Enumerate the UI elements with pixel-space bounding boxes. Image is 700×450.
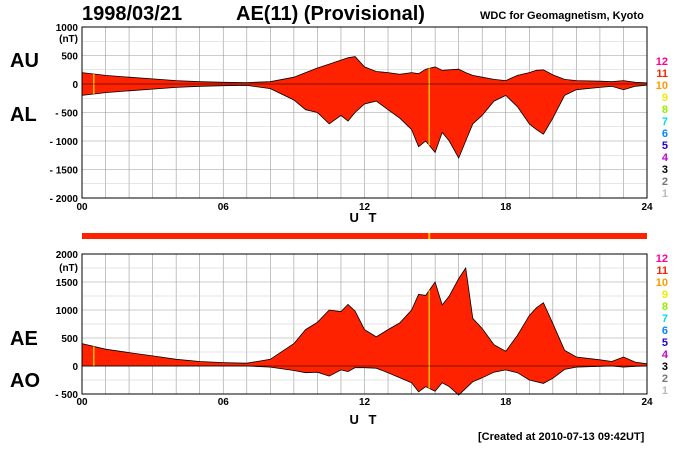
legend-entry: 7 — [662, 313, 668, 325]
legend-entry: 1 — [662, 188, 668, 200]
au-label: AU — [10, 50, 39, 72]
x-tick-label: 18 — [500, 202, 512, 213]
area-au-al — [82, 56, 647, 159]
panel-au-al: 1000 500 0 - 500 - 1000 - 1500 - 2000 (nT) 00 06 1… — [50, 23, 669, 225]
al-label: AL — [10, 104, 37, 126]
x-tick-label: 12 — [359, 397, 371, 408]
x-tick-label: 12 — [359, 202, 371, 213]
legend-entry: 3 — [662, 164, 668, 176]
legend-entry: 12 — [656, 253, 668, 265]
x-axis-label: U T — [350, 412, 380, 427]
legend-entry: 2 — [662, 176, 668, 188]
legend-entry: 5 — [662, 337, 668, 349]
x-axis-label: U T — [350, 210, 380, 225]
legend-entry: 11 — [656, 68, 668, 80]
y-tick-label: 0 — [72, 362, 78, 373]
legend-entry: 10 — [656, 277, 668, 289]
y-tick-label: 1500 — [56, 278, 79, 289]
plot-frame — [81, 26, 648, 199]
legend-entry: 1 — [662, 385, 668, 397]
y-tick-label: 2000 — [56, 250, 79, 261]
ao-label: AO — [10, 370, 40, 392]
series-line-au — [81, 56, 648, 84]
unit-label: (nT) — [59, 34, 78, 45]
y-tick-label: - 1500 — [50, 166, 79, 177]
y-tick-label: - 500 — [55, 390, 78, 401]
x-tick-label: 24 — [641, 397, 653, 408]
area-ae-ao — [82, 268, 647, 396]
legend-entry: 12 — [656, 56, 668, 68]
x-tick-label: 00 — [76, 202, 88, 213]
legend-entry: 4 — [662, 349, 669, 361]
unit-label: (nT) — [59, 263, 78, 274]
y-tick-label: 1000 — [56, 23, 79, 34]
legend-entry: 8 — [662, 104, 668, 116]
legend-entry: 2 — [662, 373, 668, 385]
status-bar — [82, 233, 647, 239]
y-tick-label: - 500 — [55, 109, 78, 120]
y-tick-label: 500 — [61, 334, 78, 345]
legend-entry: 11 — [656, 265, 668, 277]
x-tick-label: 00 — [76, 397, 88, 408]
legend-entry: 6 — [662, 325, 668, 337]
y-tick-label: 1000 — [56, 306, 79, 317]
x-tick-label: 06 — [218, 397, 230, 408]
chart-title: AE(11) (Provisional) — [236, 3, 425, 25]
created-timestamp: [Created at 2010-07-13 09:42UT] — [478, 431, 645, 443]
organization-label: WDC for Geomagnetism, Kyoto — [480, 10, 644, 22]
y-tick-label: 0 — [72, 80, 78, 91]
legend-entry: 7 — [662, 116, 668, 128]
date-label: 1998/03/21 — [82, 3, 183, 25]
x-tick-label: 24 — [641, 202, 653, 213]
x-tick-label: 06 — [218, 202, 230, 213]
ae-label: AE — [10, 328, 38, 350]
series-line-ae — [81, 266, 648, 365]
y-tick-label: 500 — [61, 52, 78, 63]
legend-entry: 6 — [662, 128, 668, 140]
legend-entry: 10 — [656, 80, 668, 92]
legend-entry: 9 — [662, 92, 668, 104]
series-line-al — [81, 84, 648, 160]
y-tick-label: - 2000 — [50, 194, 79, 205]
legend-entry: 5 — [662, 140, 668, 152]
y-tick-label: - 1000 — [50, 137, 79, 148]
status-bar-marker — [428, 233, 431, 239]
legend-entry: 4 — [662, 152, 669, 164]
plot-frame — [81, 253, 648, 395]
legend-entry: 8 — [662, 301, 668, 313]
legend-entry: 3 — [662, 361, 668, 373]
x-tick-label: 18 — [500, 397, 512, 408]
legend-entry: 9 — [662, 289, 668, 301]
